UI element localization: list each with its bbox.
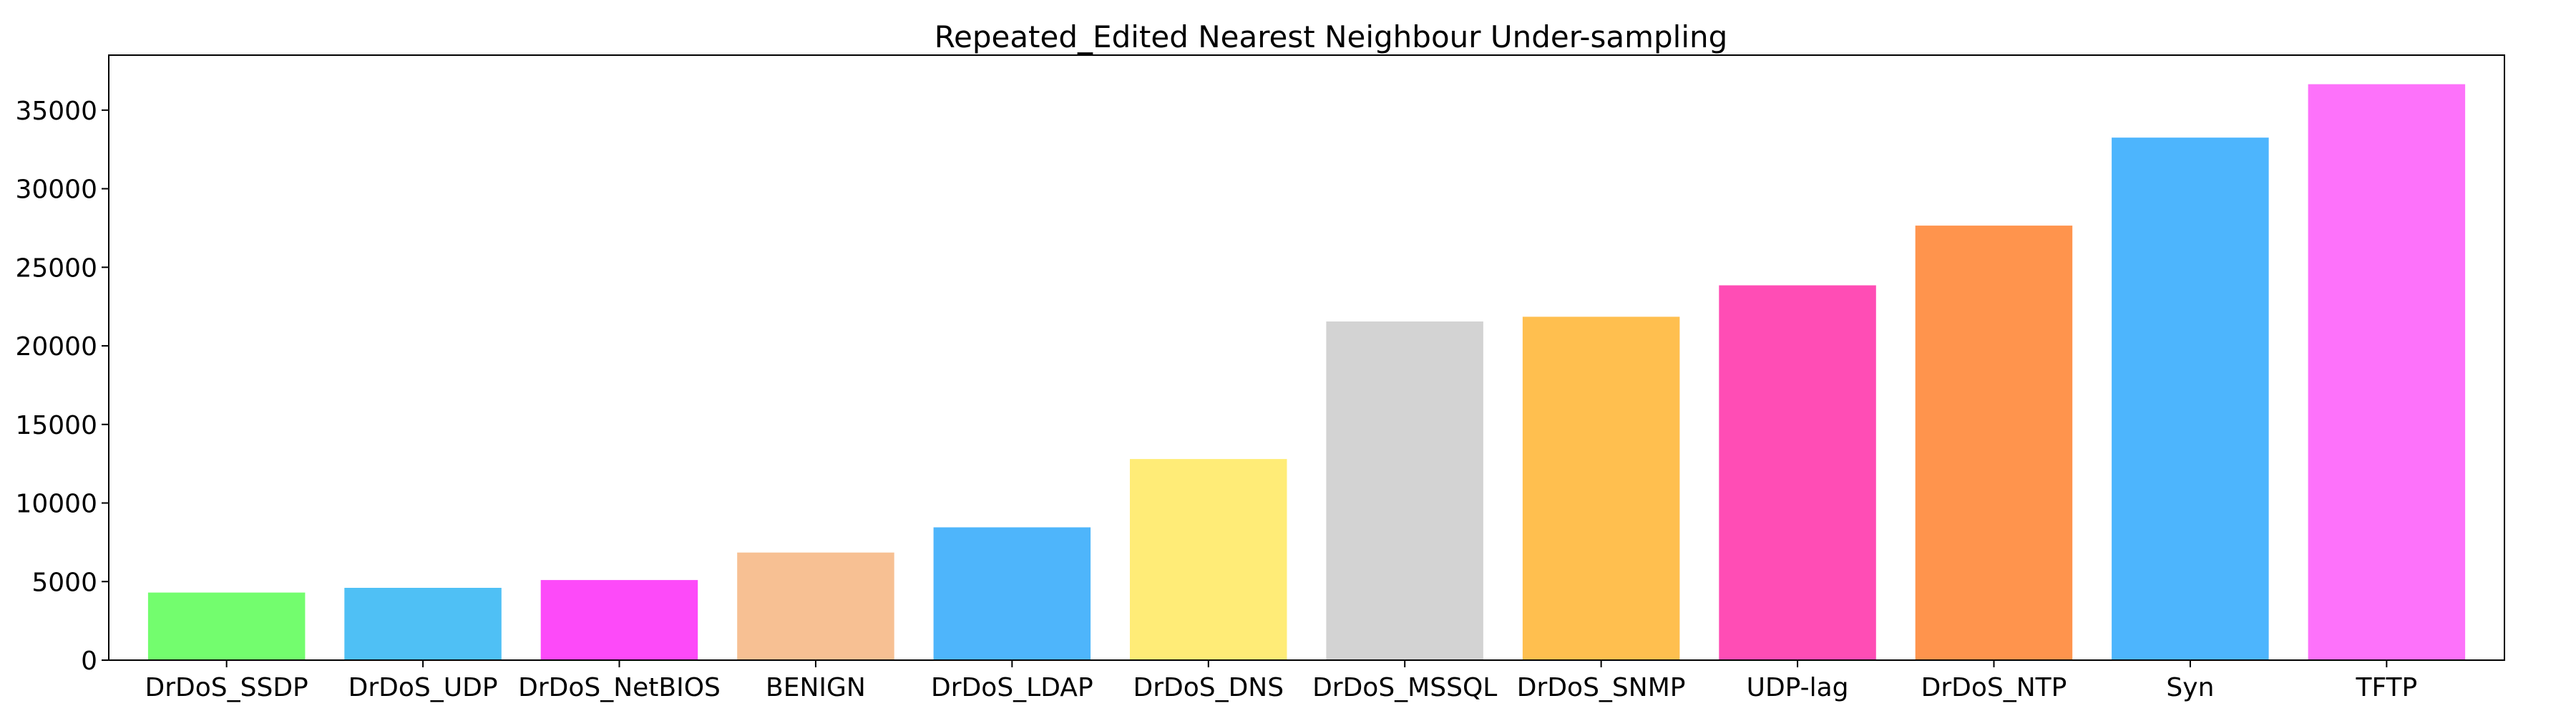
x-tick-label: DrDoS_NetBIOS (518, 673, 721, 702)
bar-drdos-ntp (1915, 226, 2073, 661)
x-tick-label: BENIGN (766, 673, 866, 702)
x-tick-label: DrDoS_UDP (348, 673, 498, 702)
x-tick-label: DrDoS_LDAP (931, 673, 1093, 702)
bar-drdos-ssdp (147, 592, 306, 660)
x-tick-label: TFTP (2355, 673, 2417, 702)
x-tick-label: DrDoS_NTP (1921, 673, 2067, 702)
bar-drdos-udp (344, 588, 502, 660)
bar-tftp (2308, 84, 2466, 661)
x-tick-label: DrDoS_DNS (1133, 673, 1284, 702)
y-tick-label: 10000 (15, 490, 97, 519)
bars-layer (147, 84, 2466, 661)
bar-drdos-mssql (1326, 321, 1483, 660)
bar-udp-lag (1719, 285, 1876, 660)
x-tick-label: DrDoS_MSSQL (1312, 673, 1497, 702)
bar-benign (737, 552, 894, 660)
y-tick-label: 25000 (15, 253, 97, 283)
x-axis: DrDoS_SSDP DrDoS_UDP DrDoS_NetBIOS BENIGN Dr… (145, 660, 2417, 702)
y-tick-label: 0 (81, 647, 97, 676)
bar-drdos-dns (1130, 459, 1287, 660)
bar-drdos-ldap (933, 527, 1091, 660)
y-tick-label: 30000 (15, 175, 97, 205)
y-axis: 0 5000 10000 15000 20000 25000 30000 35000 (15, 97, 109, 676)
x-tick-label: DrDoS_SSDP (145, 673, 308, 702)
plot-frame (108, 54, 2505, 661)
y-tick-label: 20000 (15, 332, 97, 362)
y-tick-label: 35000 (15, 97, 97, 126)
y-tick-label: 5000 (31, 568, 97, 597)
bar-drdos-netbios (540, 580, 698, 660)
y-tick-label: 15000 (15, 411, 97, 440)
x-tick-label: DrDoS_SNMP (1517, 673, 1686, 702)
chart-title: Repeated_Edited Nearest Neighbour Under-… (935, 19, 1728, 54)
x-tick-label: UDP-lag (1747, 673, 1849, 702)
bar-syn (2112, 137, 2269, 660)
x-tick-label: Syn (2166, 673, 2214, 702)
bar-drdos-snmp (1522, 316, 1680, 660)
